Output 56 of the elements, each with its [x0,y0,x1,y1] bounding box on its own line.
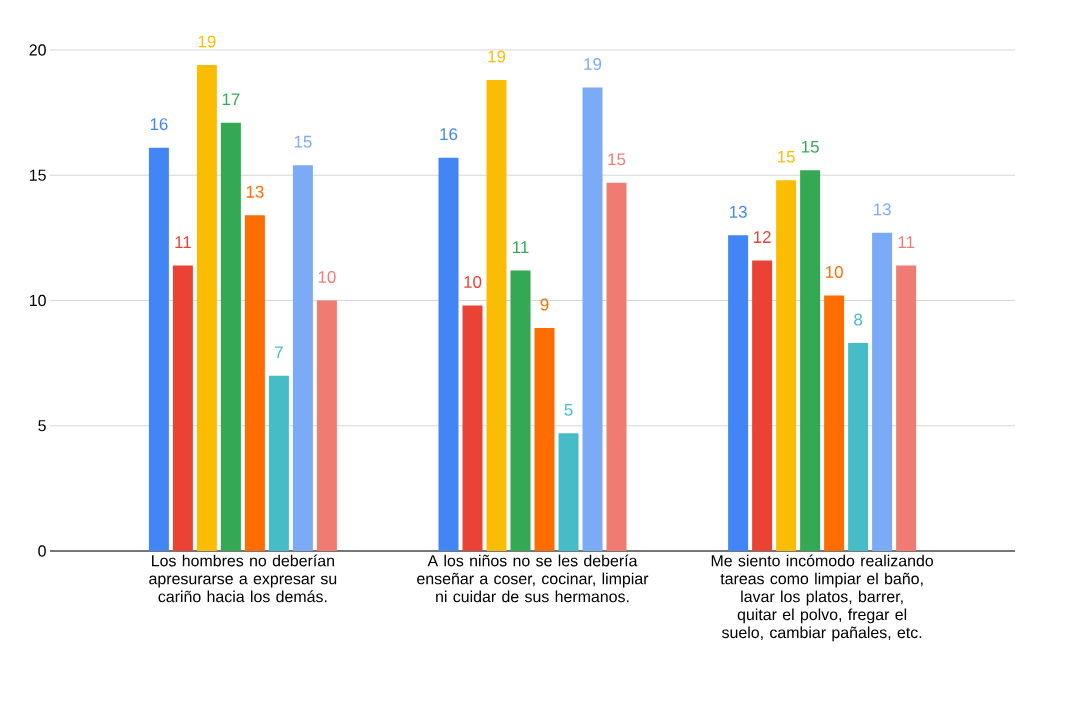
data-label: 7 [275,346,283,359]
data-label: 10 [464,275,482,288]
data-label: 15 [608,153,626,166]
bar [800,170,821,551]
bar [510,270,531,551]
bar [582,87,603,551]
data-label: 16 [440,128,458,141]
data-label: 16 [150,118,168,131]
bar [776,180,797,551]
bar [316,300,337,551]
bar [148,147,169,551]
bar [438,157,459,551]
data-label: 15 [294,135,312,148]
x-tick-label: Los hombres no deberían apresurarse a expresar su cariño hacia los demás. [149,554,337,603]
bar [268,375,289,551]
data-label: 5 [564,403,573,416]
bar [606,182,627,551]
bar [292,165,313,551]
data-label: 8 [854,313,863,326]
data-label: 13 [246,185,264,198]
bar [244,215,265,551]
data-label: 11 [898,236,915,248]
data-label: 13 [874,203,891,216]
bar [558,433,579,551]
x-tick-label: Me siento incómodo realizando tareas como limpiar el baño, lavar los platos, barrer, quitar el polvo, fregar el suelo, cambiar pañales, etc. [711,554,934,642]
data-label: 19 [198,35,216,48]
bar [172,265,193,551]
bar [752,260,773,551]
y-tick-label: 10 [29,294,46,307]
bar [728,235,749,551]
y-tick-label: 0 [38,545,46,557]
bar [534,328,555,551]
y-tick-label: 5 [38,420,46,432]
data-label: 12 [754,231,771,243]
data-label: 13 [730,205,747,218]
data-label: 11 [513,241,529,253]
data-label: 9 [540,298,549,311]
bar [196,65,217,551]
x-tick-label: A los niños no se les debería enseñar a coser, cocinar, limpiar ni cuidar de sus hermanos. [417,554,649,603]
data-label: 15 [778,150,795,163]
bar [486,80,507,551]
data-label: 15 [802,140,819,153]
bar [896,265,917,551]
data-label: 17 [222,93,240,106]
data-label: 10 [826,265,843,278]
bar [824,295,845,551]
y-tick-label: 20 [29,44,46,56]
bar [848,343,869,551]
bar [872,232,893,551]
y-tick-label: 15 [29,169,46,181]
data-label: 19 [584,58,602,71]
data-label: 11 [175,236,191,248]
bar [220,122,241,551]
data-label: 19 [488,50,506,63]
data-label: 10 [318,270,336,283]
bar [462,305,483,551]
